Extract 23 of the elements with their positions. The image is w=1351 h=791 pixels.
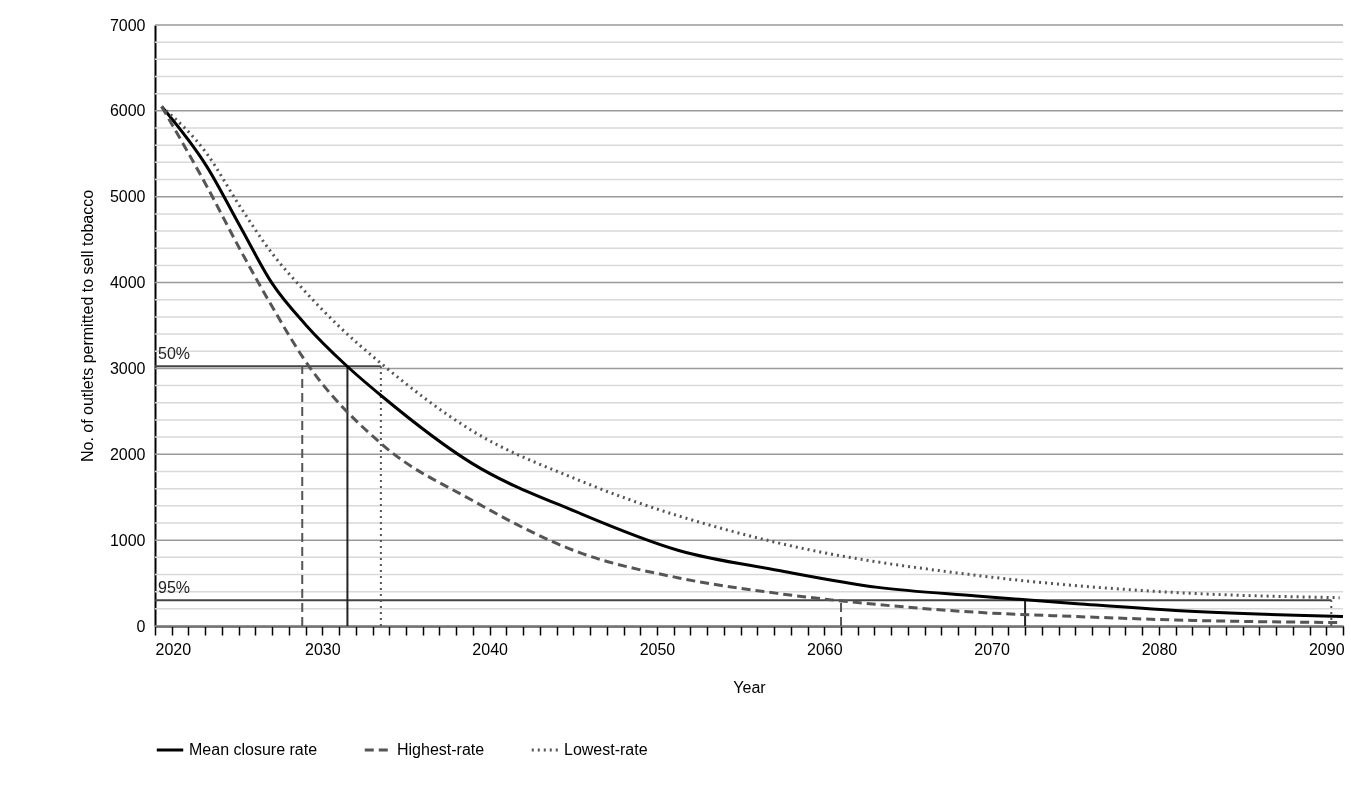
y-tick-label: 0	[136, 617, 146, 635]
x-tick-label: 2070	[974, 640, 1011, 658]
legend-label: Highest-rate	[397, 741, 485, 758]
y-axis-title: No. of outlets permitted to sell tobacco	[78, 189, 96, 463]
y-tick-label: 1000	[109, 531, 146, 549]
x-tick-label: 2050	[639, 640, 676, 658]
annotation: 95%	[158, 579, 191, 597]
y-tick-label: 6000	[109, 102, 146, 120]
y-tick-label: 3000	[109, 359, 146, 377]
legend-label: Lowest-rate	[564, 741, 648, 758]
y-tick-label: 7000	[109, 16, 146, 34]
x-tick-label: 2020	[155, 640, 192, 658]
annotation: 50%	[158, 345, 191, 363]
x-axis-title: Year	[733, 678, 767, 696]
x-tick-label: 2060	[807, 640, 843, 658]
x-tick-label: 2030	[305, 640, 341, 658]
x-tick-label: 2090	[1308, 640, 1345, 658]
x-tick-label: 2040	[472, 640, 509, 658]
y-tick-label: 2000	[109, 445, 146, 463]
legend-label: Mean closure rate	[189, 741, 318, 758]
x-tick-label: 2080	[1141, 640, 1178, 658]
y-tick-label: 5000	[109, 188, 146, 206]
y-tick-label: 4000	[109, 274, 146, 292]
